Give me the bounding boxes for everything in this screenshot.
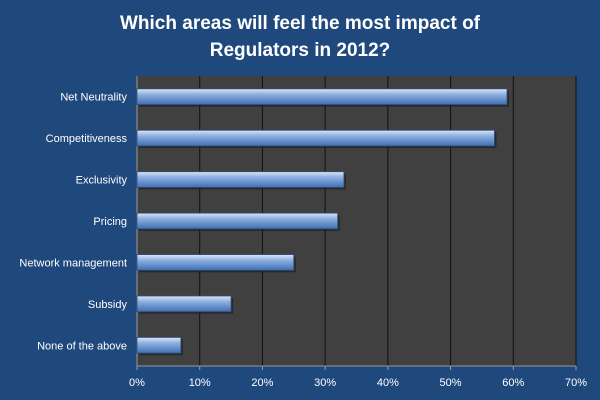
chart-title-line-2: Regulators in 2012? [209, 40, 391, 61]
x-tick-label-5: 50% [440, 377, 462, 389]
bar-0 [136, 88, 508, 105]
x-tick-label-1: 10% [189, 377, 211, 389]
x-tick-label-6: 60% [502, 377, 524, 389]
bar-2 [136, 171, 345, 188]
x-tick-label-3: 30% [314, 377, 336, 389]
x-tick-label-0: 0% [129, 377, 145, 389]
chart-title: Which areas will feel the most impact of… [0, 10, 600, 64]
category-label-5: Subsidy [88, 299, 128, 311]
bar-3 [136, 212, 339, 230]
bar-6 [136, 337, 182, 354]
chart-title-line-1: Which areas will feel the most impact of [119, 13, 481, 34]
x-tick-label-2: 20% [251, 377, 273, 389]
category-label-6: None of the above [37, 340, 127, 352]
bar-5 [136, 295, 232, 313]
bar-1 [136, 129, 495, 147]
category-label-2: Exclusivity [76, 175, 128, 187]
category-label-0: Net Neutrality [60, 92, 127, 104]
x-tick-label-4: 40% [377, 377, 399, 389]
plot-area: 0% 10% 20% 30% 40% 50% 60% 70% Net Neutrality Com… [19, 76, 587, 389]
bar-4 [136, 254, 295, 271]
category-label-4: Network management [19, 257, 127, 269]
category-label-1: Competitiveness [46, 133, 128, 145]
x-tick-label-7: 70% [565, 377, 587, 389]
category-label-3: Pricing [93, 216, 127, 228]
